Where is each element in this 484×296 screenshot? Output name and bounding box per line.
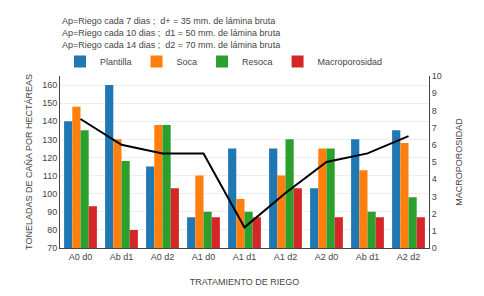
svg-text:5: 5 (432, 157, 437, 167)
svg-text:9: 9 (432, 88, 437, 98)
svg-text:TRATAMIENTO DE RIEGO: TRATAMIENTO DE RIEGO (190, 277, 300, 287)
svg-text:A1 d2: A1 d2 (274, 252, 298, 262)
svg-text:A0 d2: A0 d2 (151, 252, 175, 262)
svg-text:Soca: Soca (177, 57, 198, 67)
svg-text:2: 2 (432, 209, 437, 219)
svg-text:70: 70 (47, 243, 57, 253)
svg-text:A1 d1: A1 d1 (233, 252, 257, 262)
svg-text:10: 10 (432, 71, 442, 81)
svg-text:Ap=Riego cada 10 dias ; d1 =: Ap=Riego cada 10 dias ; d1 = 50 mm. de l… (62, 28, 280, 38)
svg-text:110: 110 (43, 171, 57, 181)
svg-text:Plantilla: Plantilla (100, 57, 132, 67)
svg-text:3: 3 (432, 192, 437, 202)
svg-text:Ab d1: Ab d1 (110, 252, 134, 262)
svg-text:A1 d0: A1 d0 (192, 252, 216, 262)
svg-text:A2 d2: A2 d2 (397, 252, 421, 262)
svg-text:80: 80 (47, 225, 57, 235)
svg-text:130: 130 (42, 135, 57, 145)
svg-text:0: 0 (432, 243, 437, 253)
svg-text:Ab d1: Ab d1 (356, 252, 380, 262)
svg-text:TONELADAS DE CAÑA POR HECTÁREA: TONELADAS DE CAÑA POR HECTÁREAS (24, 74, 34, 250)
svg-text:Resoca: Resoca (242, 57, 273, 67)
svg-text:A0 d0: A0 d0 (69, 252, 93, 262)
svg-text:140: 140 (42, 116, 57, 126)
svg-text:Ap=Riego cada 14 dias ; d2 =: Ap=Riego cada 14 dias ; d2 = 70 mm. de l… (62, 40, 280, 50)
svg-text:100: 100 (42, 189, 57, 199)
svg-text:Ap=Riego cada 7 dias ; d+ = 3: Ap=Riego cada 7 dias ; d+ = 35 mm. de lá… (62, 16, 275, 26)
svg-text:MACROPOROSIDAD: MACROPOROSIDAD (454, 118, 464, 206)
svg-text:4: 4 (432, 174, 437, 184)
svg-text:90: 90 (47, 207, 57, 217)
svg-text:150: 150 (42, 98, 57, 108)
svg-text:6: 6 (432, 140, 437, 150)
svg-text:Macroporosidad: Macroporosidad (318, 57, 383, 67)
svg-text:160: 160 (42, 80, 57, 90)
svg-text:1: 1 (432, 226, 437, 236)
svg-text:120: 120 (42, 153, 57, 163)
svg-text:7: 7 (432, 123, 437, 133)
svg-text:A2 d0: A2 d0 (315, 252, 339, 262)
svg-text:8: 8 (432, 106, 437, 116)
